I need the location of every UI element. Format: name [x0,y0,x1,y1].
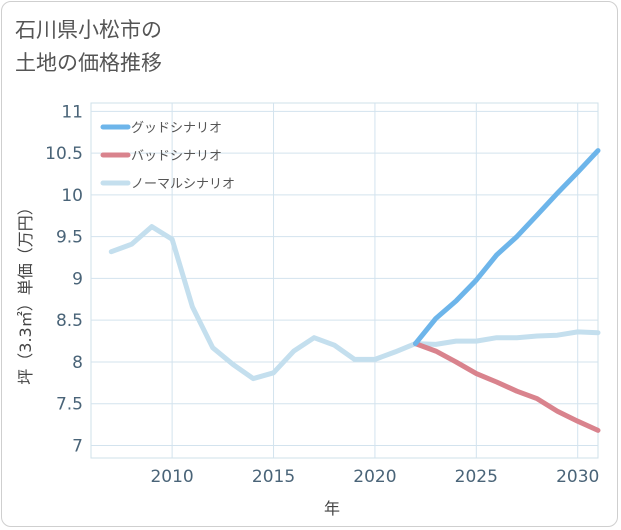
y-tick-label: 8 [72,353,83,373]
y-tick-label: 7 [72,436,83,456]
series-line-bad [413,341,601,433]
y-axis-ticks: 7 7.5 8 8.5 9 9.5 10 10.5 11 [45,102,83,456]
legend-label-normal: ノーマルシナリオ [131,177,235,192]
series-line-good [413,148,601,347]
y-tick-label: 10.5 [45,144,83,164]
legend-label-good: グッドシナリオ [131,121,222,136]
legend-label-bad: バッドシナリオ [131,149,222,164]
y-axis-title: 坪（3.3㎡）単価（万円） [16,199,35,384]
plot-area [90,102,599,459]
chart-title-line-2: 土地の価格推移 [15,51,162,75]
chart-title-line-1: 石川県小松市の [15,18,162,42]
chart-title: 石川県小松市の 土地の価格推移 [15,14,162,80]
grid-lines [91,103,598,458]
x-axis-ticks: 2010 2015 2020 2025 2030 [150,467,599,487]
y-tick-label: 11 [61,102,83,122]
x-tick-label: 2030 [556,467,599,487]
series-lines [108,148,601,433]
x-tick-label: 2025 [455,467,498,487]
y-tick-label: 10 [61,186,83,206]
y-tick-label: 9 [72,269,83,289]
y-tick-label: 8.5 [56,311,83,331]
x-axis-title: 年 [324,499,340,518]
y-tick-label: 7.5 [56,395,83,415]
x-tick-label: 2020 [353,467,396,487]
x-tick-label: 2015 [252,467,295,487]
series-line-normal [108,224,601,382]
x-tick-label: 2010 [150,467,193,487]
y-tick-label: 9.5 [56,228,83,248]
